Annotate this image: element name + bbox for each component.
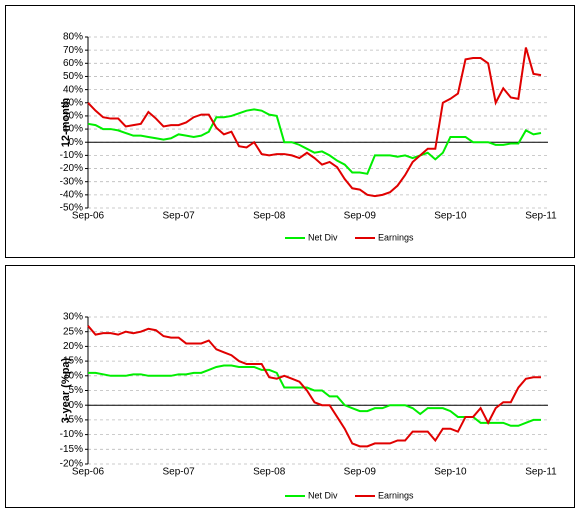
legend-label: Net Div <box>308 490 338 500</box>
chart-frame <box>5 5 575 258</box>
data-line <box>87 47 542 198</box>
y-tick-label: 10% <box>63 370 83 381</box>
y-tick-label: -40% <box>60 189 83 200</box>
y-tick-label: 5% <box>69 385 84 396</box>
x-tick-label: Sep-09 <box>344 467 377 478</box>
legend-label: Earnings <box>378 490 414 500</box>
y-tick-label: 0% <box>69 137 84 148</box>
legend-label: Net Div <box>308 232 338 242</box>
y-tick-label: 15% <box>63 356 83 367</box>
y-tick-label: -10% <box>60 429 83 440</box>
y-axis-label: 3-year (%pa) <box>60 357 72 423</box>
y-tick-label: -50% <box>60 203 83 214</box>
x-tick-label: Sep-08 <box>253 467 286 478</box>
legend-label: Earnings <box>378 232 414 242</box>
y-tick-label: -15% <box>60 444 83 455</box>
y-tick-label: -30% <box>60 176 83 187</box>
y-tick-label: 70% <box>63 45 83 56</box>
y-axis-label: 12-month <box>60 97 72 147</box>
x-tick-label: Sep-11 <box>525 467 557 478</box>
x-tick-label: Sep-10 <box>434 211 467 222</box>
x-tick-label: Sep-06 <box>72 467 105 478</box>
x-tick-label: Sep-09 <box>344 211 377 222</box>
x-tick-label: Sep-08 <box>253 211 286 222</box>
y-tick-label: -20% <box>60 163 83 174</box>
y-tick-label: -20% <box>60 459 83 470</box>
y-tick-label: 10% <box>63 124 83 135</box>
y-tick-label: 60% <box>63 58 83 69</box>
y-tick-label: 30% <box>63 312 83 323</box>
y-tick-label: 40% <box>63 84 83 95</box>
x-tick-label: Sep-06 <box>72 211 105 222</box>
x-tick-label: Sep-07 <box>162 211 195 222</box>
y-tick-label: -5% <box>65 415 83 426</box>
y-tick-label: 30% <box>63 97 83 108</box>
y-tick-label: -10% <box>60 150 83 161</box>
x-tick-label: Sep-07 <box>162 467 195 478</box>
y-tick-label: 0% <box>69 400 84 411</box>
y-tick-label: 20% <box>63 111 83 122</box>
x-tick-label: Sep-10 <box>434 467 467 478</box>
data-line <box>87 108 542 175</box>
y-tick-label: 80% <box>63 32 83 43</box>
x-tick-label: Sep-11 <box>525 211 557 222</box>
y-tick-label: 25% <box>63 326 83 337</box>
y-tick-label: 20% <box>63 341 83 352</box>
chart-frame <box>5 265 575 508</box>
y-tick-label: 50% <box>63 71 83 82</box>
data-line <box>87 325 541 448</box>
